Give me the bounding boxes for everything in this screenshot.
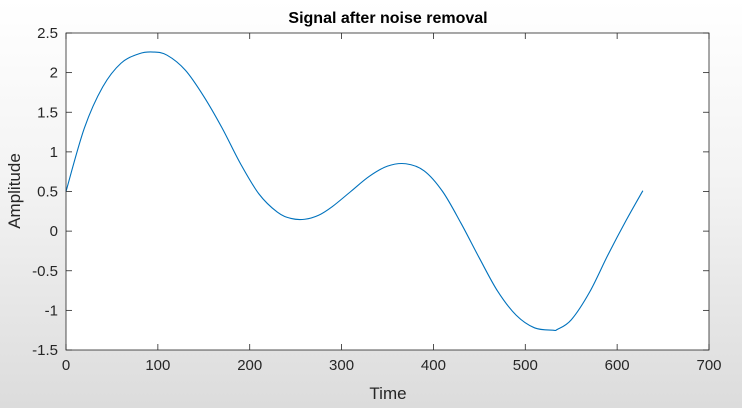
x-tick-label: 0 (62, 357, 70, 374)
x-tick-label: 600 (605, 357, 630, 374)
y-tick-label: 1 (50, 144, 58, 161)
y-tick-label: 0.5 (37, 184, 58, 201)
series-line-0 (65, 51, 644, 332)
x-tick-label: 300 (329, 357, 354, 374)
plot-area (66, 33, 709, 350)
y-tick-label: 1.5 (37, 104, 58, 121)
x-tick-label: 700 (696, 357, 721, 374)
y-tick-label: 2 (50, 65, 58, 82)
y-tick-label: -1.5 (32, 342, 58, 359)
x-tick-label: 500 (513, 357, 538, 374)
x-tick-label: 400 (421, 357, 446, 374)
x-tick-label: 100 (145, 357, 170, 374)
x-tick-label: 200 (237, 357, 262, 374)
y-tick-label: 0 (50, 223, 58, 240)
axes-layer: 0 100 200 300 400 500 600 700 -1.5 -1 -0.5 0 0.5 1 1.5… (32, 25, 721, 374)
y-tick-label: -1 (45, 302, 58, 319)
y-tick-label: 2.5 (37, 25, 58, 42)
y-axis-label: Amplitude (5, 153, 24, 229)
y-tick-label: -0.5 (32, 263, 58, 280)
chart-title: Signal after noise removal (288, 10, 487, 27)
series-layer (65, 51, 644, 332)
x-axis-label: Time (369, 384, 406, 403)
